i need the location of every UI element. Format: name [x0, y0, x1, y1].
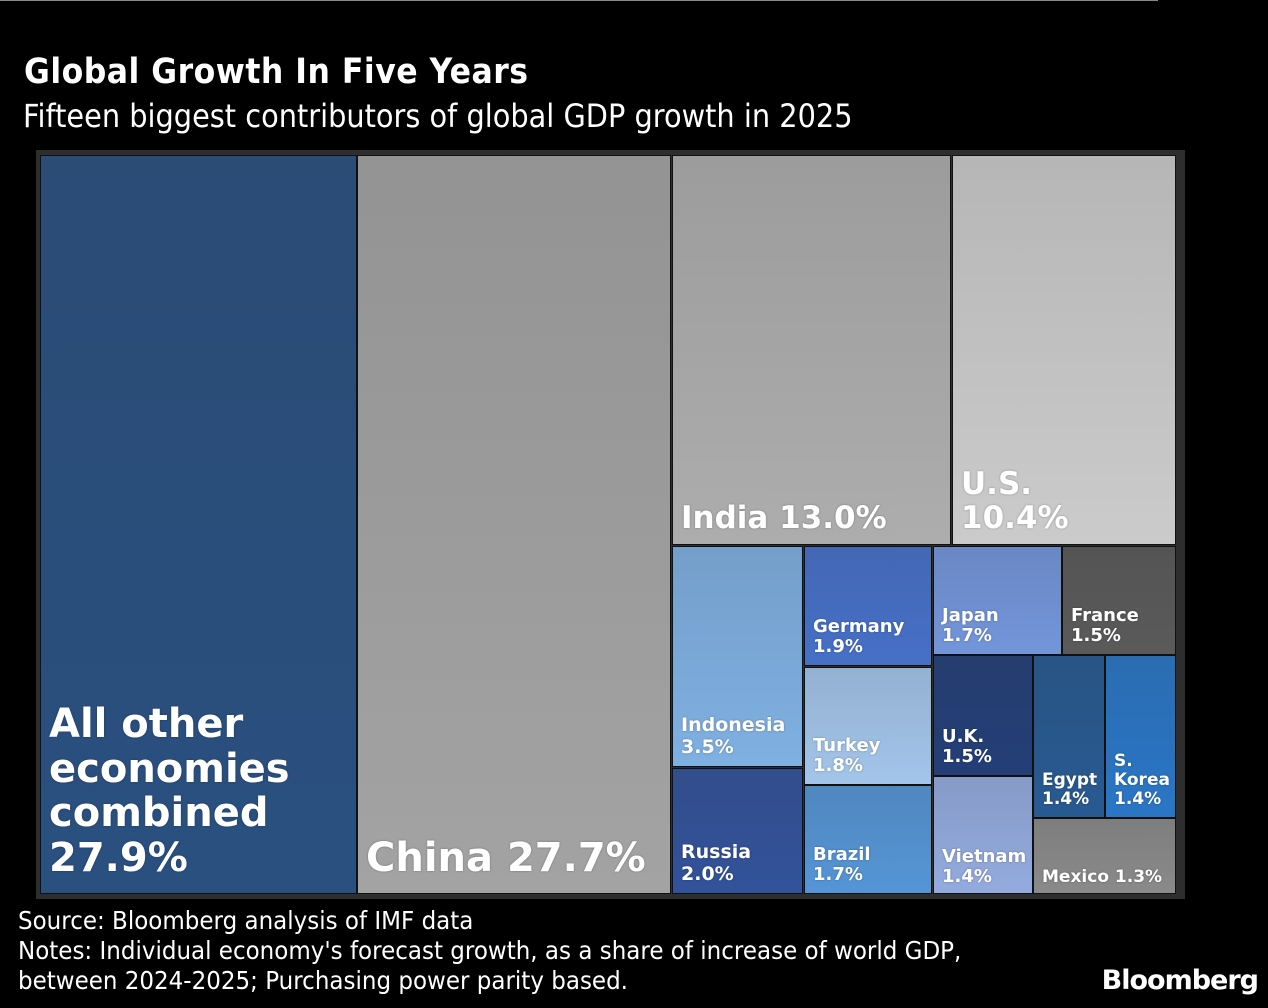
cell-name: China — [366, 835, 494, 882]
cell-label: Turkey 1.8% — [813, 734, 881, 776]
cell-label: France 1.5% — [1071, 604, 1139, 646]
cell-name: U.K. — [942, 725, 985, 747]
cell-label: Japan 1.7% — [942, 604, 999, 646]
cell-value: 2.0% — [681, 862, 734, 885]
cell-name: U.S. — [961, 465, 1033, 502]
cell-label: India 13.0% — [681, 501, 887, 536]
cell-label: Brazil 1.7% — [813, 843, 871, 885]
cell-label: S. Korea 1.4% — [1114, 750, 1175, 809]
cell-value: 3.5% — [681, 735, 734, 758]
treemap-cell-vietnam: Vietnam 1.4% — [933, 776, 1033, 894]
treemap-cell-germany: Germany 1.9% — [804, 546, 932, 666]
top-rule — [0, 0, 1158, 1]
cell-value: 1.7% — [813, 863, 863, 885]
treemap-cell-japan: Japan 1.7% — [933, 546, 1062, 655]
cell-name: Egypt — [1042, 769, 1098, 790]
cell-value: 1.3% — [1114, 866, 1163, 887]
cell-value: 27.7% — [506, 835, 646, 882]
cell-name: India — [681, 500, 769, 537]
footer-notes: Source: Bloomberg analysis of IMF data N… — [18, 906, 961, 996]
notes-line-2: between 2024-2025; Purchasing power pari… — [18, 966, 628, 995]
cell-label: Vietnam 1.4% — [942, 845, 1027, 887]
cell-label: Indonesia 3.5% — [681, 715, 785, 758]
cell-label: Egypt 1.4% — [1042, 769, 1098, 809]
cell-label: Russia 2.0% — [681, 842, 751, 885]
treemap-cell-egypt: Egypt 1.4% — [1033, 655, 1105, 818]
cell-label: U.K. 1.5% — [942, 725, 992, 767]
cell-name: S. Korea — [1114, 750, 1170, 790]
treemap-cell-indonesia: Indonesia 3.5% — [672, 546, 803, 767]
cell-value: 27.9% — [49, 835, 188, 882]
cell-value: 1.7% — [942, 624, 992, 646]
treemap-cell-turkey: Turkey 1.8% — [804, 667, 932, 785]
cell-value: 1.9% — [813, 635, 863, 657]
cell-name: Turkey — [813, 734, 881, 756]
treemap: All other economies combined 27.9% China 2… — [36, 150, 1185, 899]
treemap-cell-u-s: U.S. 10.4% — [952, 155, 1176, 545]
cell-name: Vietnam — [942, 845, 1027, 867]
treemap-cell-russia: Russia 2.0% — [672, 768, 803, 894]
treemap-cell-france: France 1.5% — [1062, 546, 1176, 655]
cell-name: Japan — [942, 604, 999, 626]
cell-value: 1.4% — [942, 865, 992, 887]
cell-value: 1.8% — [813, 754, 863, 776]
cell-name: Russia — [681, 841, 752, 864]
cell-value: 1.5% — [1071, 624, 1121, 646]
cell-name: Germany — [813, 615, 905, 637]
cell-value: 1.5% — [942, 745, 992, 767]
cell-value: 13.0% — [779, 500, 887, 537]
cell-label: Mexico 1.3% — [1042, 866, 1163, 887]
bloomberg-logo: Bloomberg — [1101, 965, 1259, 996]
cell-label: U.S. 10.4% — [961, 465, 1069, 537]
cell-name: France — [1071, 604, 1139, 626]
cell-label: China 27.7% — [366, 836, 646, 881]
treemap-cell-u-k: U.K. 1.5% — [933, 655, 1033, 776]
treemap-cell-india: India 13.0% — [672, 155, 951, 545]
chart-title: Global Growth In Five Years — [24, 52, 529, 92]
treemap-cell-mexico: Mexico 1.3% — [1033, 818, 1176, 894]
cell-name: All other economies combined — [49, 700, 290, 837]
chart-subtitle: Fifteen biggest contributors of global G… — [23, 97, 853, 135]
cell-name: Mexico — [1042, 866, 1109, 887]
cell-value: 1.4% — [1042, 788, 1090, 809]
cell-value: 10.4% — [961, 500, 1069, 537]
treemap-cell-china: China 27.7% — [357, 155, 671, 894]
cell-label: All other economies combined 27.9% — [49, 700, 309, 882]
treemap-cell-brazil: Brazil 1.7% — [804, 785, 932, 894]
cell-name: Indonesia — [681, 714, 786, 737]
cell-label: Germany 1.9% — [813, 615, 905, 657]
source-text: Source: Bloomberg analysis of IMF data — [18, 906, 474, 935]
notes-line-1: Notes: Individual economy's forecast gro… — [18, 936, 962, 965]
treemap-cell-all-other-economies-combined: All other economies combined 27.9% — [40, 155, 357, 894]
treemap-cell-s-korea: S. Korea 1.4% — [1105, 655, 1176, 818]
cell-value: 1.4% — [1114, 788, 1162, 809]
cell-name: Brazil — [813, 843, 871, 865]
